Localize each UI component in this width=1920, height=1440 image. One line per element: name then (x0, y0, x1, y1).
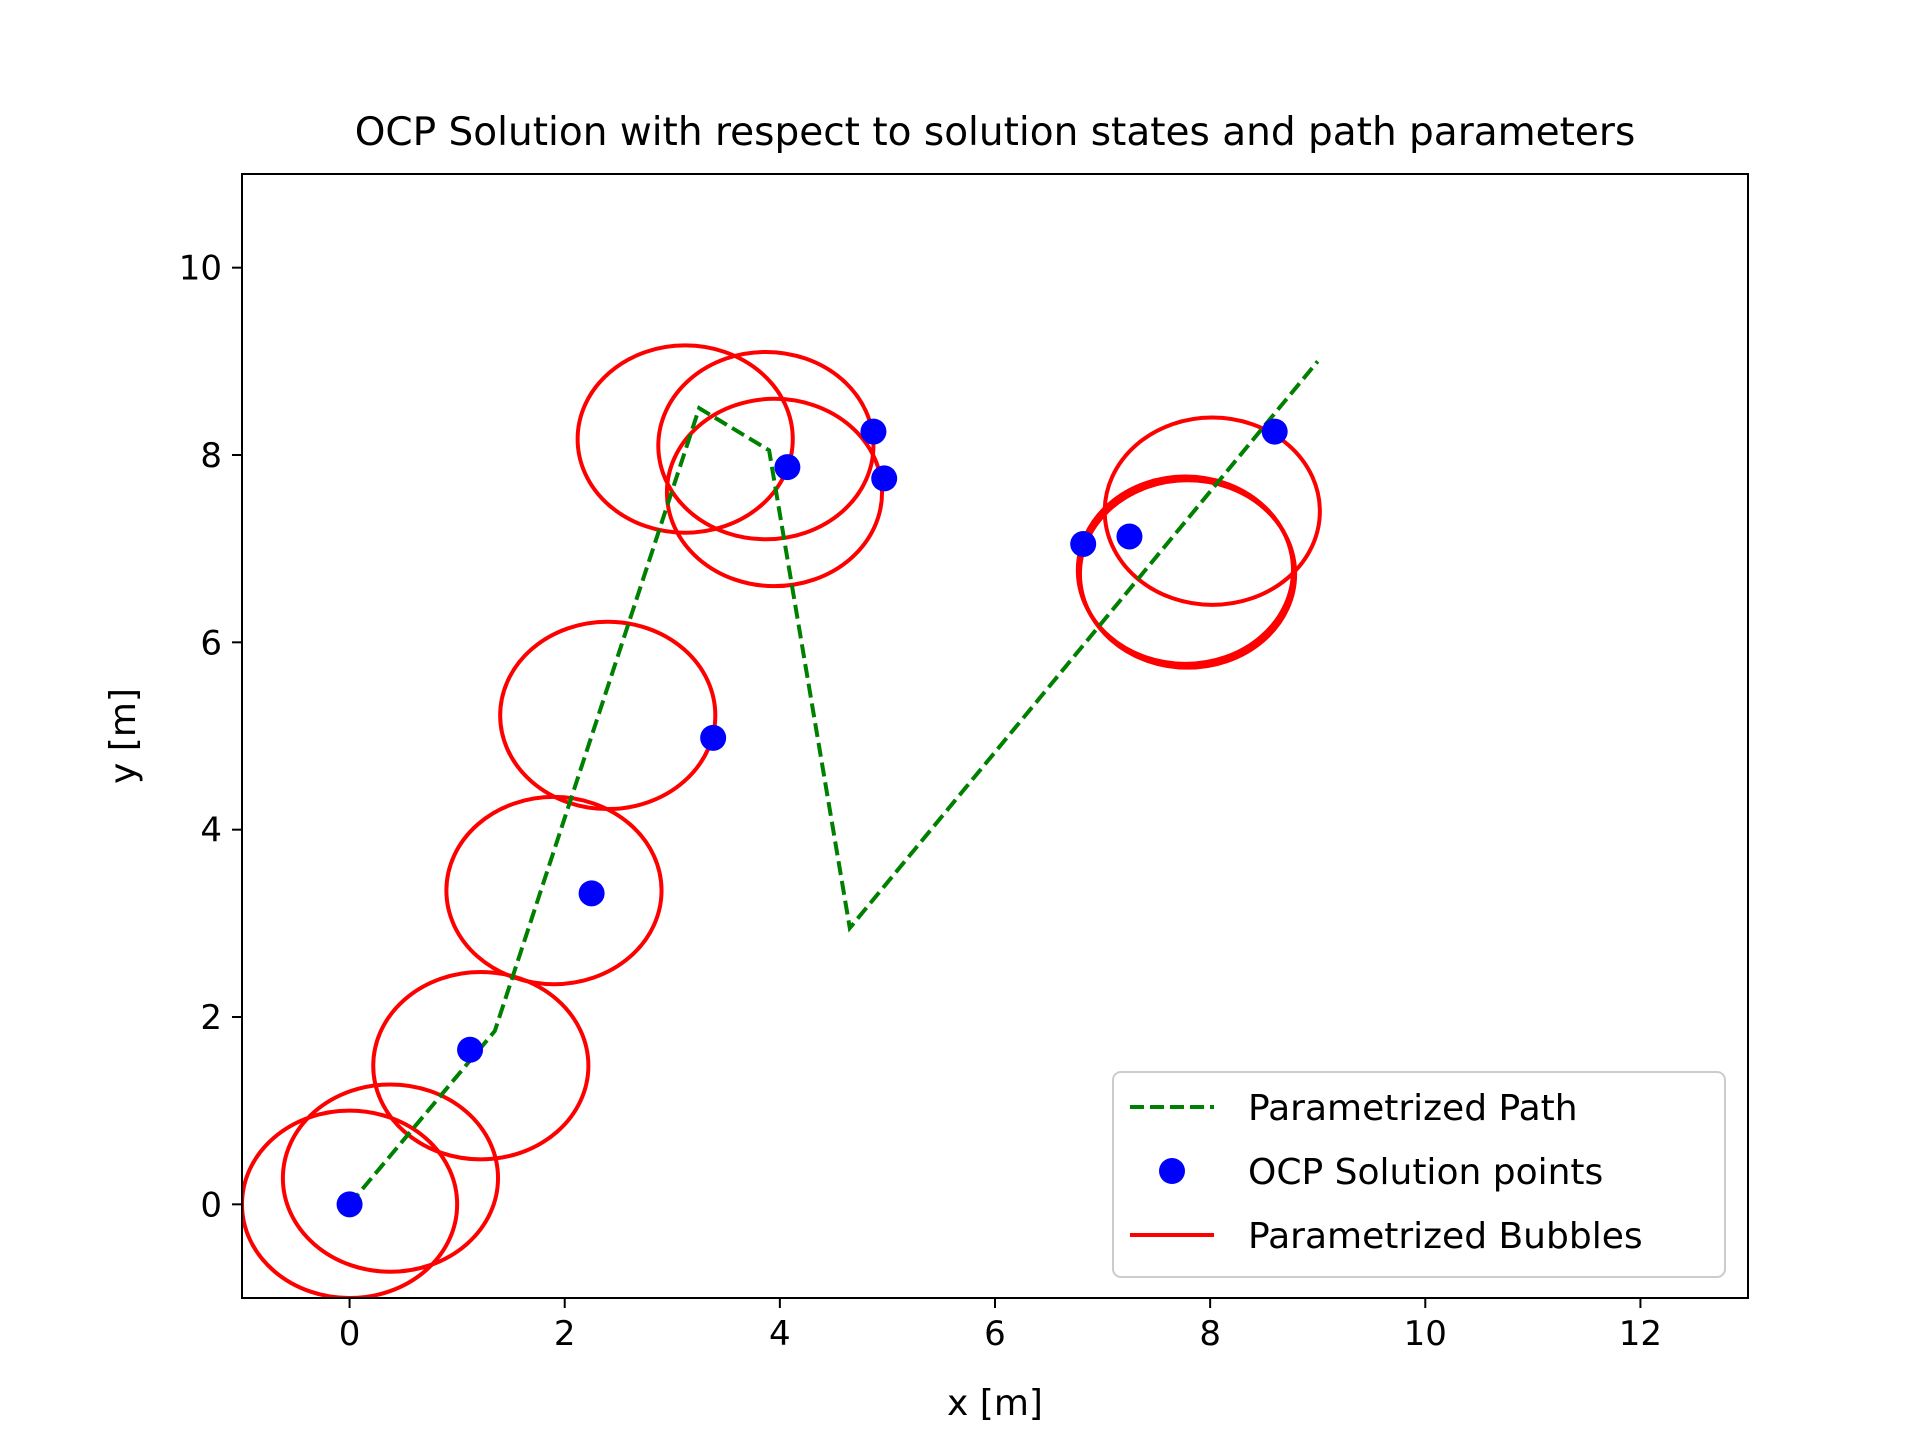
bubble-ellipse (1102, 415, 1322, 607)
bubble-ellipse (371, 970, 591, 1162)
x-tick-label: 0 (339, 1314, 361, 1354)
y-axis-ticks: 0 2 4 6 8 10 (179, 249, 242, 1225)
y-tick-label: 4 (200, 811, 222, 851)
solution-point (1070, 530, 1097, 557)
bubble-layer (242, 343, 1322, 1298)
bubble-ellipse (498, 619, 718, 812)
solution-point (336, 1191, 363, 1218)
bubble-ellipse (575, 343, 795, 535)
y-tick-label: 6 (200, 623, 222, 663)
solution-point (1116, 523, 1143, 550)
y-tick-label: 10 (179, 249, 222, 289)
solution-point (871, 465, 898, 492)
solution-point (578, 880, 605, 907)
legend: Parametrized Path OCP Solution points Pa… (1112, 1071, 1726, 1278)
solution-point (700, 724, 727, 751)
solution-point (860, 418, 887, 445)
solution-point (1261, 418, 1288, 445)
bubble-ellipse (664, 396, 885, 589)
x-tick-label: 4 (769, 1314, 791, 1354)
bubble-ellipse (280, 1082, 501, 1274)
legend-label-bubbles: Parametrized Bubbles (1248, 1216, 1643, 1257)
x-tick-label: 2 (554, 1314, 576, 1354)
y-tick-label: 8 (200, 436, 222, 476)
y-tick-label: 2 (200, 998, 222, 1038)
x-tick-label: 10 (1404, 1314, 1447, 1354)
chart-title: OCP Solution with respect to solution st… (355, 110, 1636, 155)
plot-area (242, 343, 1322, 1298)
bubble-ellipse (656, 349, 876, 542)
x-tick-label: 8 (1199, 1314, 1221, 1354)
bubble-ellipse (1077, 478, 1298, 670)
x-axis-ticks: 0 2 4 6 8 10 12 (339, 1298, 1662, 1354)
legend-box (1112, 1071, 1726, 1278)
y-axis-label: y [m] (103, 688, 144, 784)
legend-label-points: OCP Solution points (1248, 1152, 1603, 1193)
legend-label-path: Parametrized Path (1248, 1088, 1578, 1129)
solution-point (774, 454, 801, 481)
points-layer (336, 418, 1288, 1218)
x-tick-label: 6 (984, 1314, 1006, 1354)
x-tick-label: 12 (1619, 1314, 1662, 1354)
solution-point (457, 1036, 484, 1063)
x-axis-label: x [m] (947, 1383, 1043, 1424)
legend-points-swatch (1159, 1158, 1185, 1184)
y-tick-label: 0 (200, 1185, 222, 1225)
